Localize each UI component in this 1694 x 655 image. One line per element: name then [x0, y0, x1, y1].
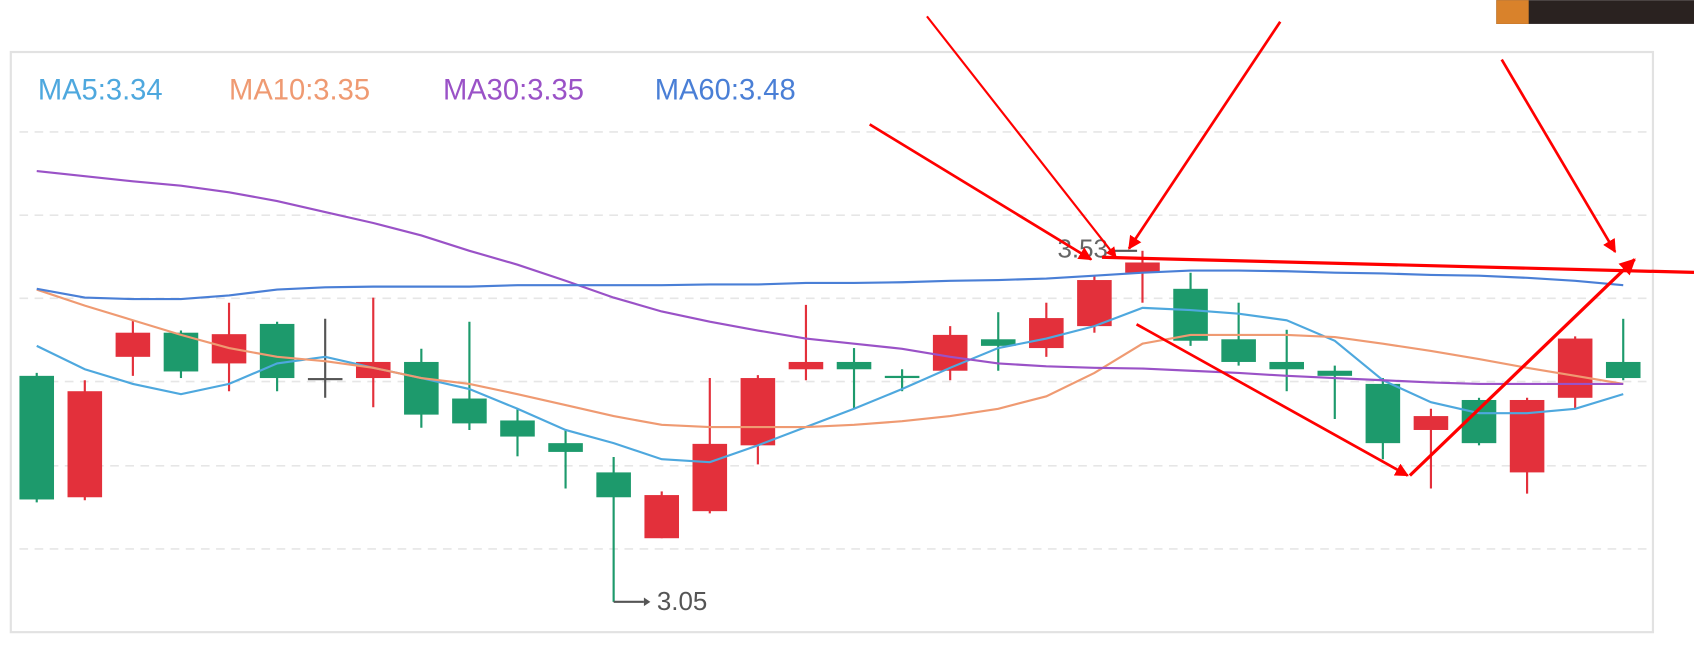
candle-body	[67, 391, 103, 498]
ma-line	[36, 306, 1624, 464]
candle-body	[452, 398, 487, 424]
ma-line	[36, 169, 1624, 385]
marks: MA5:3.34 MA10:3.35 MA30:3.35 MA60:3.48 3.53 3…	[19, 75, 1641, 616]
candle-body	[404, 361, 439, 415]
min-pointer-head	[643, 597, 651, 607]
candle-body	[740, 378, 776, 446]
candle-body	[548, 443, 583, 452]
ma-line	[36, 269, 1624, 301]
candle-body	[836, 361, 872, 370]
candle-body	[692, 443, 728, 512]
candle-body	[980, 339, 1016, 346]
legend-entry: MA10:3.35	[229, 75, 370, 107]
candle-body	[115, 332, 151, 357]
candle-body	[788, 361, 824, 370]
candle-body	[259, 323, 295, 379]
candle-body	[1365, 383, 1401, 444]
legend-entry: MA60:3.48	[655, 75, 796, 107]
min-label: 3.05	[657, 588, 707, 616]
arrow	[868, 123, 1093, 261]
candle-body	[19, 375, 55, 500]
photo-fragment	[1496, 0, 1529, 24]
legend-entry: MA5:3.34	[38, 75, 163, 107]
candle-body	[500, 420, 535, 437]
arrow	[1101, 255, 1694, 275]
photo-fragment	[1496, 0, 1694, 24]
arrow	[1135, 323, 1409, 477]
legend-entry: MA30:3.35	[443, 75, 584, 107]
annotation-arrows	[868, 15, 1694, 477]
candle-body	[932, 334, 968, 371]
candle-body	[1317, 370, 1353, 376]
candle-body	[596, 472, 631, 498]
candle-body	[644, 495, 680, 539]
candle-body	[1269, 361, 1304, 370]
arrow	[926, 15, 1117, 259]
candle-body	[1221, 339, 1256, 362]
candle-body	[1125, 262, 1160, 273]
candle-body	[1557, 338, 1593, 398]
arrow	[1127, 21, 1282, 250]
candle-body	[1413, 416, 1449, 430]
arrow	[1408, 258, 1636, 477]
candle-body	[884, 375, 920, 379]
candle-body	[1173, 288, 1208, 341]
candle-body	[1029, 318, 1064, 349]
max-label: 3.53	[1057, 236, 1107, 264]
candle-body	[1509, 399, 1545, 473]
arrow	[1500, 58, 1617, 254]
candle-body	[1077, 280, 1112, 327]
candle-body	[307, 378, 343, 381]
candle-body	[1605, 361, 1641, 379]
ma-line	[36, 288, 1624, 429]
